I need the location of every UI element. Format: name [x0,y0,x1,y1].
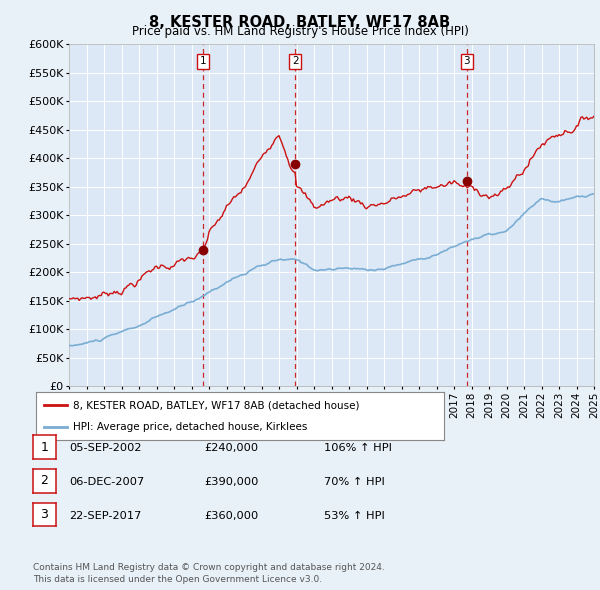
Text: 05-SEP-2002: 05-SEP-2002 [69,444,142,453]
Text: 06-DEC-2007: 06-DEC-2007 [69,477,144,487]
Text: 8, KESTER ROAD, BATLEY, WF17 8AB: 8, KESTER ROAD, BATLEY, WF17 8AB [149,15,451,30]
Text: 1: 1 [40,441,49,454]
Text: 8, KESTER ROAD, BATLEY, WF17 8AB (detached house): 8, KESTER ROAD, BATLEY, WF17 8AB (detach… [73,400,359,410]
Text: HPI: Average price, detached house, Kirklees: HPI: Average price, detached house, Kirk… [73,422,307,432]
Text: 2: 2 [40,474,49,487]
Text: 70% ↑ HPI: 70% ↑ HPI [324,477,385,487]
Text: 3: 3 [40,508,49,521]
Text: £360,000: £360,000 [204,511,258,520]
Text: Price paid vs. HM Land Registry's House Price Index (HPI): Price paid vs. HM Land Registry's House … [131,25,469,38]
Text: 2: 2 [292,57,298,66]
Text: Contains HM Land Registry data © Crown copyright and database right 2024.
This d: Contains HM Land Registry data © Crown c… [33,563,385,584]
Text: 1: 1 [200,57,206,66]
Text: 53% ↑ HPI: 53% ↑ HPI [324,511,385,520]
Text: £390,000: £390,000 [204,477,259,487]
Text: £240,000: £240,000 [204,444,258,453]
Text: 106% ↑ HPI: 106% ↑ HPI [324,444,392,453]
Text: 3: 3 [463,57,470,66]
Text: 22-SEP-2017: 22-SEP-2017 [69,511,142,520]
